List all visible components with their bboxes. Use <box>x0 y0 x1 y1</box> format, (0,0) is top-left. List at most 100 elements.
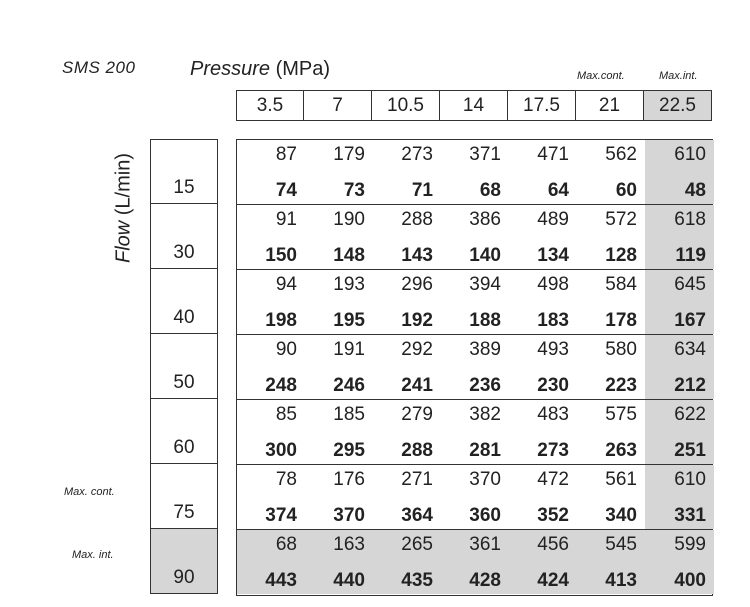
cell-top-value: 386 <box>469 209 501 230</box>
table-cell: 599 400 <box>645 530 714 594</box>
cell-top-value: 645 <box>674 274 706 295</box>
pressure-header-cell: 10.5 <box>371 90 440 121</box>
table-cell: 190 148 <box>305 205 373 269</box>
flow-cell: 50 <box>150 334 218 399</box>
cell-bottom-value: 263 <box>605 440 637 461</box>
cell-top-value: 562 <box>605 144 637 165</box>
table-row: 68 443 163 440 265 435 361 428 456 424 545 413 599 40… <box>237 530 714 595</box>
cell-bottom-value: 288 <box>401 440 433 461</box>
pressure-header-cell: 14 <box>439 90 508 121</box>
cell-top-value: 572 <box>605 209 637 230</box>
max-int-flow-label: Max. int. <box>72 549 114 561</box>
cell-top-value: 599 <box>674 534 706 555</box>
table-cell: 483 273 <box>509 400 577 464</box>
table-cell: 85 300 <box>237 400 305 464</box>
table-cell: 545 413 <box>577 530 645 594</box>
cell-bottom-value: 167 <box>674 310 706 331</box>
cell-top-value: 545 <box>605 534 637 555</box>
cell-top-value: 85 <box>275 404 297 425</box>
table-cell: 292 241 <box>373 335 441 399</box>
table-cell: 288 143 <box>373 205 441 269</box>
cell-top-value: 185 <box>333 404 365 425</box>
cell-top-value: 610 <box>674 144 706 165</box>
table-cell: 561 340 <box>577 465 645 529</box>
cell-bottom-value: 74 <box>275 180 297 201</box>
table-cell: 622 251 <box>645 400 714 464</box>
table-cell: 562 60 <box>577 140 645 204</box>
cell-top-value: 91 <box>275 209 297 230</box>
max-cont-flow-label: Max. cont. <box>64 486 115 498</box>
table-cell: 471 64 <box>509 140 577 204</box>
cell-bottom-value: 68 <box>479 180 501 201</box>
cell-bottom-value: 178 <box>605 310 637 331</box>
cell-bottom-value: 236 <box>469 375 501 396</box>
cell-bottom-value: 150 <box>265 245 297 266</box>
table-cell: 273 71 <box>373 140 441 204</box>
table-cell: 645 167 <box>645 270 714 334</box>
performance-table: 87 74 179 73 273 71 371 68 471 64 562 60 610 48 91 150 1… <box>236 139 714 596</box>
cell-bottom-value: 440 <box>333 570 365 591</box>
cell-bottom-value: 248 <box>265 375 297 396</box>
table-row: 85 300 185 295 279 288 382 281 483 273 575 263 622 25… <box>237 400 714 465</box>
cell-bottom-value: 360 <box>469 505 501 526</box>
cell-top-value: 292 <box>401 339 433 360</box>
max-cont-pressure-label: Max.cont. <box>577 70 625 82</box>
cell-bottom-value: 251 <box>674 440 706 461</box>
cell-top-value: 610 <box>674 469 706 490</box>
table-cell: 610 331 <box>645 465 714 529</box>
cell-top-value: 561 <box>605 469 637 490</box>
cell-bottom-value: 241 <box>401 375 433 396</box>
cell-top-value: 279 <box>401 404 433 425</box>
cell-bottom-value: 143 <box>401 245 433 266</box>
cell-top-value: 191 <box>333 339 365 360</box>
cell-bottom-value: 424 <box>537 570 569 591</box>
cell-bottom-value: 188 <box>469 310 501 331</box>
cell-bottom-value: 183 <box>537 310 569 331</box>
cell-bottom-value: 60 <box>615 180 637 201</box>
table-cell: 163 440 <box>305 530 373 594</box>
cell-bottom-value: 295 <box>333 440 365 461</box>
table-cell: 91 150 <box>237 205 305 269</box>
cell-bottom-value: 273 <box>537 440 569 461</box>
cell-bottom-value: 331 <box>674 505 706 526</box>
table-cell: 185 295 <box>305 400 373 464</box>
cell-top-value: 389 <box>469 339 501 360</box>
flow-cell: 60 <box>150 399 218 464</box>
flow-cell: 15 <box>150 139 218 204</box>
cell-top-value: 273 <box>401 144 433 165</box>
flow-cell: 30 <box>150 204 218 269</box>
cell-bottom-value: 64 <box>547 180 569 201</box>
cell-top-value: 580 <box>605 339 637 360</box>
cell-top-value: 190 <box>333 209 365 230</box>
table-cell: 191 246 <box>305 335 373 399</box>
table-cell: 193 195 <box>305 270 373 334</box>
cell-top-value: 471 <box>537 144 569 165</box>
cell-bottom-value: 300 <box>265 440 297 461</box>
pressure-title-unit: (MPa) <box>270 58 331 80</box>
cell-top-value: 575 <box>605 404 637 425</box>
pressure-header-row: 3.5 7 10.5 14 17.5 21 22.5 <box>236 90 712 121</box>
cell-bottom-value: 192 <box>401 310 433 331</box>
cell-top-value: 271 <box>401 469 433 490</box>
model-label: SMS 200 <box>62 58 136 77</box>
cell-bottom-value: 413 <box>605 570 637 591</box>
table-cell: 456 424 <box>509 530 577 594</box>
table-cell: 472 352 <box>509 465 577 529</box>
cell-top-value: 87 <box>275 144 297 165</box>
cell-top-value: 622 <box>674 404 706 425</box>
pressure-header-cell: 21 <box>575 90 644 121</box>
table-row: 91 150 190 148 288 143 386 140 489 134 572 128 618 11… <box>237 205 714 270</box>
table-cell: 370 360 <box>441 465 509 529</box>
table-cell: 179 73 <box>305 140 373 204</box>
cell-bottom-value: 374 <box>265 505 297 526</box>
table-cell: 296 192 <box>373 270 441 334</box>
cell-bottom-value: 443 <box>265 570 297 591</box>
cell-top-value: 179 <box>333 144 365 165</box>
cell-bottom-value: 281 <box>469 440 501 461</box>
cell-top-value: 382 <box>469 404 501 425</box>
cell-top-value: 618 <box>674 209 706 230</box>
table-cell: 271 364 <box>373 465 441 529</box>
table-row: 87 74 179 73 273 71 371 68 471 64 562 60 610 48 <box>237 140 714 205</box>
cell-bottom-value: 246 <box>333 375 365 396</box>
table-cell: 493 230 <box>509 335 577 399</box>
